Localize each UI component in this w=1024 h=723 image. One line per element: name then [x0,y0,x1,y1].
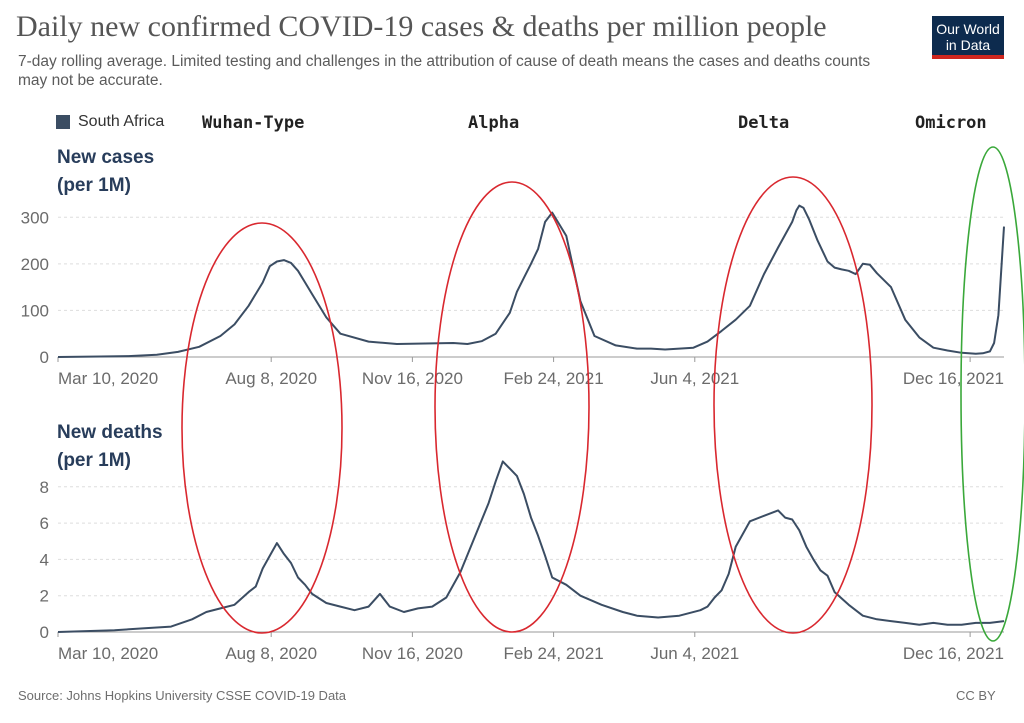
deaths-y-tick-label: 4 [40,550,49,569]
cases-chart[interactable]: 0 100 200 300 Mar 10, 2020 Aug 8, 2020 Nov 16,… [21,204,1005,388]
deaths-y-tick-label: 8 [40,478,49,497]
deaths-series-line [57,460,1005,633]
variant-label-delta: Delta [738,113,790,133]
deaths-x-tick-label: Aug 8, 2020 [225,644,317,663]
cases-y-tick-label: 100 [21,301,49,320]
legend: South Africa [56,113,164,131]
cases-y-tick-label: 200 [21,255,49,274]
cases-x-tick-label: Aug 8, 2020 [225,369,317,388]
license-link[interactable]: CC BY [956,688,996,703]
cases-y-tick-label: 0 [40,348,49,367]
source-note: Source: Johns Hopkins University CSSE CO… [18,688,347,703]
deaths-x-tick-label: Nov 16, 2020 [362,644,463,663]
legend-swatch-icon [56,115,70,129]
omicron-wave-oval [960,146,1024,642]
deaths-panel-title: New deaths (per 1M) [57,419,163,475]
deaths-y-tick-label: 2 [40,587,49,606]
deaths-x-tick-label: Jun 4, 2021 [650,644,739,663]
wuhan-wave-oval [181,222,343,634]
delta-wave-oval [713,176,873,634]
annotation-ovals [181,146,1024,642]
deaths-chart[interactable]: 0 2 4 6 8 Mar 10, 2020 Aug 8, 2020 Nov 16, 2020… [40,460,1005,663]
deaths-x-tick-label: Feb 24, 2021 [503,644,603,663]
cases-series-line [57,204,1005,358]
cases-x-tick-label: Dec 16, 2021 [903,369,1004,388]
chart-subtitle: 7-day rolling average. Limited testing a… [18,53,871,89]
deaths-title-line-1: New deaths [57,422,163,443]
logo-line-2: in Data [945,37,991,53]
cases-y-tick-label: 300 [21,208,49,227]
cases-title-line-2: (per 1M) [57,175,131,196]
cases-x-tick-label: Feb 24, 2021 [503,369,603,388]
cases-x-tick-label: Jun 4, 2021 [650,369,739,388]
variant-label-alpha: Alpha [468,113,520,133]
cases-x-tick-label: Nov 16, 2020 [362,369,463,388]
variant-label-omicron: Omicron [915,113,987,133]
logo-line-1: Our World [936,21,1000,37]
legend-label: South Africa [78,113,165,130]
cases-title-line-1: New cases [57,147,155,168]
variant-label-wuhan: Wuhan-Type [202,113,305,133]
deaths-x-tick-label: Mar 10, 2020 [58,644,158,663]
owid-logo[interactable]: Our World in Data [932,16,1004,59]
cases-panel-title: New cases (per 1M) [57,144,154,200]
deaths-y-tick-label: 6 [40,514,49,533]
alpha-wave-oval [434,181,590,633]
cases-x-tick-label: Mar 10, 2020 [58,369,158,388]
deaths-x-tick-label: Dec 16, 2021 [903,644,1004,663]
chart-title: Daily new confirmed COVID-19 cases & dea… [16,10,827,43]
deaths-title-line-2: (per 1M) [57,450,131,471]
deaths-y-tick-label: 0 [40,623,49,642]
